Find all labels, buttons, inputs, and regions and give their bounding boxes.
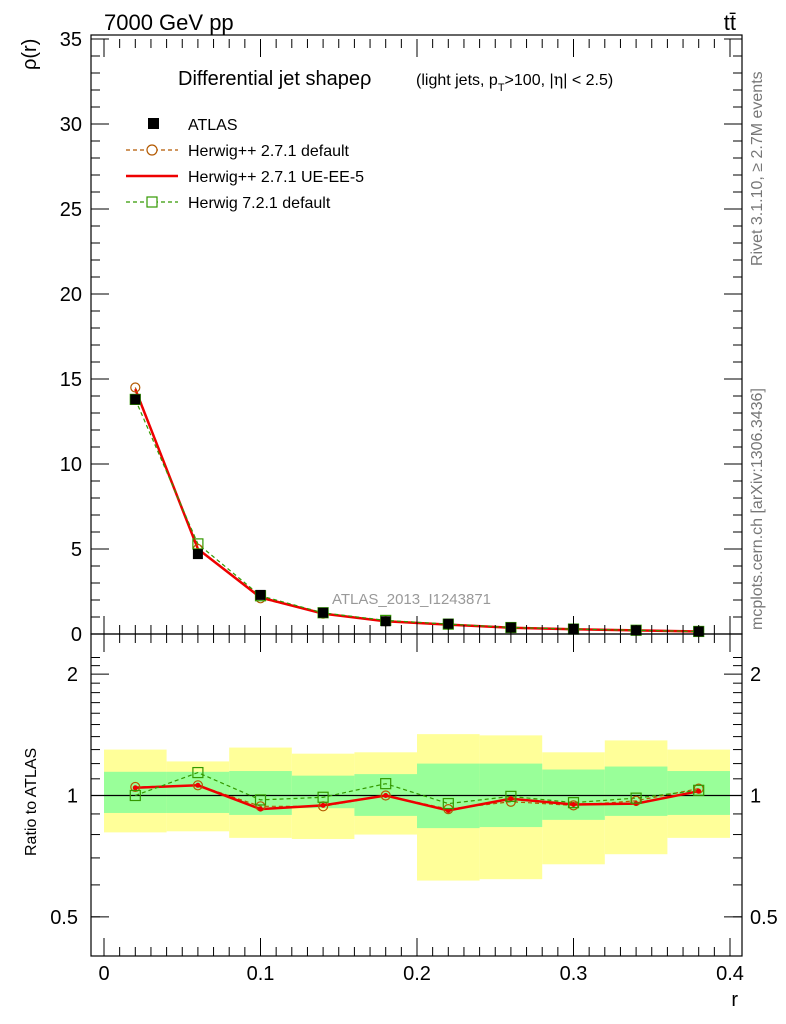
y-tick-label: 30 [60,114,82,136]
x-tick-label: 0.4 [716,963,744,985]
ratio-plot-area [91,734,742,881]
ratio-y-label: Ratio to ATLAS [23,748,40,856]
main-series-line [134,399,699,633]
main-y-label: ρ(r) [19,39,41,70]
x-tick-label: 0.2 [403,963,431,985]
main-point [380,616,391,627]
ratio-point [258,806,263,812]
energy-label: 7000 GeV pp [104,10,234,35]
ratio-point [317,791,329,803]
y-tick-label: 35 [60,29,82,51]
watermark-label: ATLAS_2013_I1243871 [332,591,491,608]
rivet-label: Rivet 3.1.10, ≥ 2.7M events [749,71,766,266]
ratio-point [445,807,451,813]
legend-label: Herwig++ 2.7.1 UE-EE-5 [188,169,364,186]
ratio-point [195,782,201,788]
ratio-band-green [542,769,605,820]
main-point [318,607,329,618]
main-point [192,538,204,550]
y-tick-label: 0 [71,624,82,646]
ratio-point [254,794,267,806]
main-point [130,382,141,393]
y-tick-label: 20 [60,284,82,306]
ratio-y-tick-label-right: 2 [750,664,761,686]
ratio-point [130,781,141,793]
ratio-point [630,792,642,804]
ratio-point [129,789,141,802]
ratio-series-line [135,771,699,805]
ratio-y-tick-label-left: 1 [67,786,78,808]
ratio-panel-frame [90,633,743,957]
x-tick-label: 0.1 [247,963,275,985]
main-point [130,394,141,405]
ratio-y-tick-label-right: 1 [750,786,761,808]
ratio-point [508,796,514,802]
ratio-point [383,793,389,798]
ratio-band-green [104,771,167,813]
ratio-point [442,797,454,810]
ratio-series-line [135,784,699,812]
main-point [192,549,203,560]
x-tick-label: 0 [98,963,109,985]
main-subtitle: (light jets, pT>100, |η| < 2.5) [416,70,613,94]
ratio-point [505,790,517,802]
y-tick-label: 10 [60,454,82,476]
legend-label: ATLAS [188,117,238,134]
x-tick-label: 0.3 [560,963,588,985]
x-axis-label: r [731,989,738,1011]
legend: ATLAS Herwig++ 2.7.1 default Herwig++ 2.7.… [126,117,364,212]
ratio-band-green [604,766,668,816]
process-label: tt̄ [724,10,736,35]
legend-marker [146,144,158,156]
legend-marker [146,196,158,208]
ratio-point [192,780,203,791]
ratio-point [380,778,392,790]
ratio-point [567,797,580,809]
ratio-point [696,788,702,794]
ratio-point [320,802,326,808]
main-point [443,618,454,629]
y-tick-label: 15 [60,369,82,391]
ratio-y-tick-label-left: 2 [67,664,78,686]
ratio-point [693,784,705,796]
main-title: Differential jet shapeρ [178,68,371,90]
ratio-y-tick-label-left: 0.5 [50,907,78,929]
ratio-point [192,766,204,779]
main-point [255,589,266,600]
mcplots-label: mcplots.cern.ch [arXiv:1306.3436] [749,388,766,630]
ratio-point [380,790,391,801]
legend-label: Herwig++ 2.7.1 default [188,143,350,160]
ratio-y-tick-label-right: 0.5 [750,907,778,929]
y-tick-label: 25 [60,199,82,221]
legend-label: Herwig 7.2.1 default [188,195,331,212]
ratio-point [132,785,138,791]
ratio-point [571,801,576,807]
y-tick-label: 5 [71,539,82,561]
legend-marker [148,118,159,129]
